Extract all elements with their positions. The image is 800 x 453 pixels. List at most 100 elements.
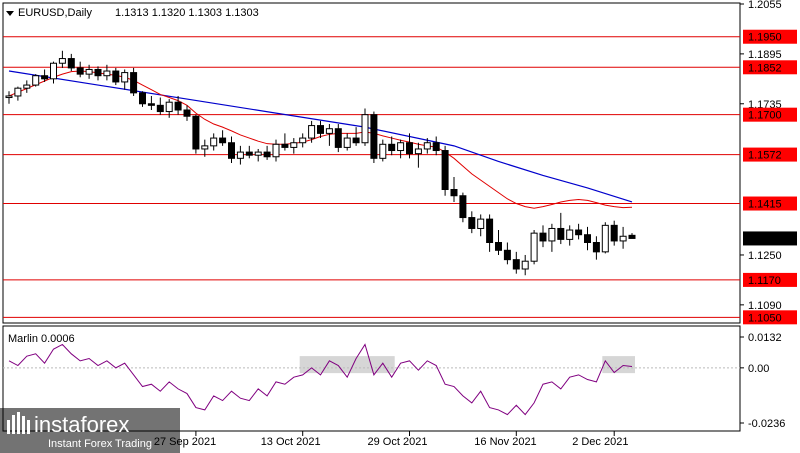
candle-body <box>139 92 146 105</box>
candle-65 <box>584 226 591 251</box>
level-tag-bg <box>743 107 797 122</box>
candle-60 <box>539 225 547 248</box>
candle-28 <box>254 148 262 162</box>
candle-body <box>432 142 440 152</box>
candle-2 <box>23 80 31 93</box>
collapse-triangle-icon[interactable] <box>6 11 14 16</box>
marlin-line <box>8 343 633 416</box>
fast-ma-line <box>8 70 633 209</box>
date-tick-label-4: 2 Dec 2021 <box>572 436 628 448</box>
candle-7 <box>67 53 75 72</box>
watermark-tagline: Instant Forex Trading <box>48 438 152 450</box>
candle-38 <box>343 133 351 151</box>
candle-body <box>147 103 155 106</box>
candle-body <box>299 137 307 144</box>
candle-body <box>41 75 49 80</box>
candle-body <box>397 142 405 152</box>
candle-body <box>352 137 360 144</box>
current-price-label: 1.1303 <box>748 233 782 245</box>
candle-body <box>584 234 591 244</box>
candle-body <box>619 235 627 242</box>
candle-12 <box>112 67 120 86</box>
chart-symbol: EURUSD,Daily <box>18 7 92 19</box>
watermark-brand: instaforex <box>34 412 129 437</box>
candle-body <box>539 232 547 242</box>
candle-body <box>610 224 618 242</box>
candle-56 <box>503 242 511 265</box>
candle-body <box>210 137 218 147</box>
candle-47 <box>423 138 431 154</box>
candle-body <box>14 87 22 97</box>
candle-body <box>281 143 289 148</box>
indicator-panel-frame <box>2 325 741 432</box>
candle-body <box>423 142 431 150</box>
candle-body <box>236 151 244 159</box>
candle-body <box>370 114 378 159</box>
candle-32 <box>290 138 298 154</box>
candle-body <box>32 75 40 86</box>
level-tag-bg <box>743 29 797 44</box>
candle-body <box>58 58 66 64</box>
candle-45 <box>406 133 413 159</box>
candle-body <box>23 84 31 89</box>
fast-moving-average <box>8 70 633 209</box>
candle-22 <box>201 139 209 157</box>
candle-21 <box>192 114 200 154</box>
date-tick-label-3: 16 Nov 2021 <box>474 436 536 448</box>
candle-body <box>361 114 369 144</box>
level-tag-bg <box>743 147 797 162</box>
candle-body <box>557 227 565 240</box>
highlight-box-1 <box>602 356 635 374</box>
level-tag-label-6: 1.1050 <box>748 312 782 324</box>
price-tick-label-4: 1.1090 <box>748 300 782 312</box>
candle-29 <box>263 145 271 160</box>
candle-body <box>325 128 333 134</box>
indicator-tick-label-0: 0.0132 <box>748 332 782 344</box>
candle-53 <box>477 214 485 237</box>
main-panel-frame <box>2 2 741 324</box>
candle-16 <box>147 95 155 110</box>
date-tick-label-2: 29 Oct 2021 <box>368 436 428 448</box>
date-axis: 27 Sep 2021 13 Oct 2021 29 Oct 2021 16 Nov … <box>154 431 628 448</box>
price-tick-label-0: 1.2055 <box>748 0 782 11</box>
candle-55 <box>495 230 502 255</box>
candle-4 <box>41 69 49 82</box>
candle-36 <box>325 124 333 146</box>
candle-body <box>601 224 609 253</box>
candle-25 <box>228 136 235 163</box>
candle-26 <box>236 145 244 165</box>
candle-57 <box>512 251 520 274</box>
candle-body <box>67 58 75 69</box>
candle-body <box>414 148 422 155</box>
candle-body <box>406 142 413 155</box>
candle-body <box>201 145 209 150</box>
candle-body <box>130 72 138 94</box>
candle-6 <box>58 50 66 68</box>
candle-body <box>85 68 93 75</box>
candle-61 <box>548 223 556 252</box>
candle-1 <box>14 86 22 101</box>
candle-66 <box>592 236 600 260</box>
candle-body <box>272 143 280 158</box>
level-tag-bg <box>743 60 797 75</box>
instaforex-watermark: instaforex Instant Forex Trading <box>0 408 180 453</box>
candle-35 <box>317 120 324 139</box>
instaforex-logo-icon <box>7 412 30 434</box>
candle-62 <box>557 212 565 245</box>
candle-33 <box>299 133 307 148</box>
candle-14 <box>130 67 138 96</box>
candle-48 <box>432 136 440 156</box>
candle-27 <box>245 145 253 159</box>
candle-body <box>254 151 262 156</box>
indicator-tick-label-2: -0.0236 <box>748 418 785 430</box>
candle-body <box>156 104 164 113</box>
candle-11 <box>103 64 111 81</box>
candle-body <box>228 142 235 159</box>
candle-body <box>379 143 387 159</box>
candle-body <box>548 227 556 242</box>
candle-59 <box>530 230 538 265</box>
candle-body <box>459 195 467 219</box>
candle-body <box>94 68 102 77</box>
level-tag-label-2: 1.1700 <box>748 110 782 122</box>
candle-68 <box>610 220 618 246</box>
